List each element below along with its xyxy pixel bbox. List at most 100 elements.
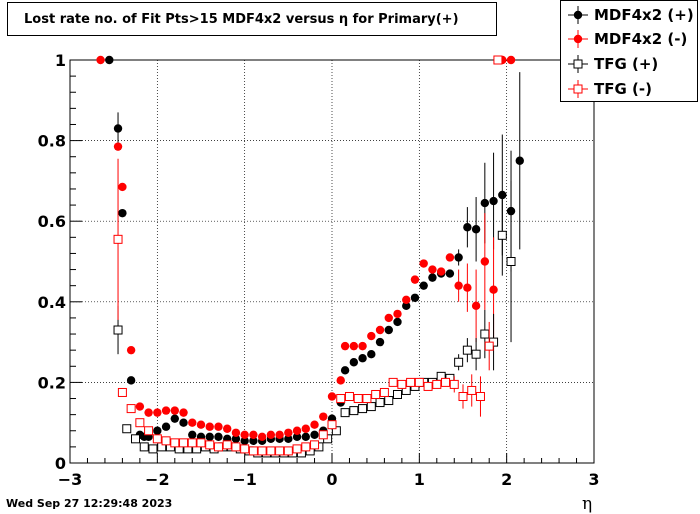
data-point bbox=[170, 438, 180, 448]
data-point bbox=[375, 398, 385, 408]
x-tick-label: 0 bbox=[326, 470, 337, 489]
data-point bbox=[463, 283, 472, 292]
x-tick-label: 3 bbox=[588, 470, 599, 489]
data-marks bbox=[96, 55, 524, 458]
y-tick-label: 0 bbox=[55, 454, 66, 473]
data-point bbox=[153, 426, 162, 435]
data-point bbox=[402, 301, 411, 311]
data-point bbox=[131, 434, 140, 444]
data-point bbox=[471, 349, 481, 359]
data-point bbox=[402, 295, 411, 304]
data-point bbox=[240, 444, 250, 454]
data-point bbox=[240, 436, 249, 446]
data-point bbox=[506, 257, 516, 266]
data-point bbox=[161, 406, 171, 415]
data-point bbox=[428, 265, 437, 274]
data-point bbox=[257, 432, 267, 442]
data-point bbox=[475, 392, 485, 402]
data-point bbox=[148, 444, 158, 454]
data-point bbox=[454, 253, 463, 262]
data-point bbox=[205, 432, 214, 442]
data-point bbox=[388, 377, 398, 387]
y-tick-label: 0.4 bbox=[38, 293, 66, 312]
legend-label-tfg-minus: TFG (-) bbox=[594, 80, 652, 98]
data-point bbox=[353, 394, 363, 404]
data-point bbox=[117, 387, 127, 397]
data-point bbox=[248, 446, 258, 456]
data-point bbox=[375, 325, 385, 335]
data-point bbox=[144, 408, 153, 417]
data-point bbox=[375, 337, 385, 347]
data-point bbox=[480, 257, 490, 266]
chart-title: Lost rate no. of Fit Pts>15 MDF4x2 versu… bbox=[24, 11, 459, 27]
axes: −3 −2 −1 0 1 2 3 0 0.2 0.4 0.6 0.8 1 bbox=[38, 51, 600, 489]
data-point bbox=[292, 426, 302, 435]
data-point bbox=[205, 422, 214, 431]
data-point bbox=[367, 349, 376, 359]
legend-label-tfg-plus: TFG (+) bbox=[594, 55, 659, 73]
data-point bbox=[214, 432, 223, 442]
data-point bbox=[384, 313, 393, 323]
y-tick-label: 0.2 bbox=[38, 373, 66, 392]
data-point bbox=[126, 345, 136, 355]
data-point bbox=[161, 422, 171, 431]
data-point bbox=[467, 385, 477, 395]
data-point bbox=[188, 418, 197, 427]
data-point bbox=[410, 275, 420, 284]
data-point bbox=[161, 436, 171, 446]
data-point bbox=[397, 379, 407, 389]
data-point bbox=[371, 389, 381, 399]
data-point bbox=[222, 440, 232, 450]
data-point bbox=[358, 341, 367, 351]
data-point bbox=[497, 230, 507, 240]
data-point bbox=[266, 446, 276, 456]
data-point bbox=[515, 156, 524, 165]
data-point bbox=[196, 438, 206, 448]
data-point bbox=[126, 404, 136, 414]
data-point bbox=[349, 406, 359, 416]
data-point bbox=[336, 376, 345, 385]
data-point bbox=[275, 446, 285, 456]
data-point bbox=[214, 422, 223, 431]
data-point bbox=[406, 377, 416, 387]
data-point bbox=[292, 444, 302, 454]
data-point bbox=[179, 408, 188, 417]
date-stamp: Wed Sep 27 12:29:48 2023 bbox=[6, 497, 173, 510]
data-point bbox=[139, 442, 149, 452]
data-point bbox=[126, 376, 136, 385]
data-point bbox=[458, 392, 468, 402]
data-point bbox=[445, 269, 455, 278]
data-point bbox=[275, 430, 284, 439]
data-point bbox=[153, 408, 162, 417]
data-point bbox=[319, 412, 328, 421]
legend-marker-tfg-plus bbox=[568, 55, 588, 73]
data-point bbox=[292, 432, 302, 442]
data-point bbox=[257, 446, 267, 456]
data-point bbox=[336, 394, 346, 404]
data-point bbox=[419, 281, 428, 290]
data-point bbox=[213, 442, 223, 452]
legend-entry-mdf-minus: MDF4x2 (-) bbox=[561, 27, 699, 51]
data-point bbox=[196, 420, 206, 429]
data-point bbox=[170, 414, 179, 423]
data-point bbox=[327, 392, 337, 401]
data-point bbox=[340, 341, 350, 351]
data-point bbox=[489, 196, 498, 206]
data-point bbox=[480, 198, 490, 208]
data-point bbox=[462, 345, 472, 355]
y-tick-label: 0.8 bbox=[38, 132, 66, 151]
data-point bbox=[358, 354, 367, 363]
data-point bbox=[367, 331, 376, 341]
data-point bbox=[223, 424, 232, 433]
data-point bbox=[187, 438, 197, 448]
data-point bbox=[152, 434, 162, 444]
data-point bbox=[349, 358, 359, 367]
data-point bbox=[266, 430, 276, 439]
data-point bbox=[231, 428, 241, 437]
x-tick-label: −3 bbox=[58, 470, 83, 489]
data-point bbox=[179, 418, 188, 427]
x-tick-label: −2 bbox=[145, 470, 170, 489]
series-0 bbox=[105, 55, 524, 446]
data-point bbox=[318, 430, 328, 440]
data-point bbox=[393, 389, 402, 399]
